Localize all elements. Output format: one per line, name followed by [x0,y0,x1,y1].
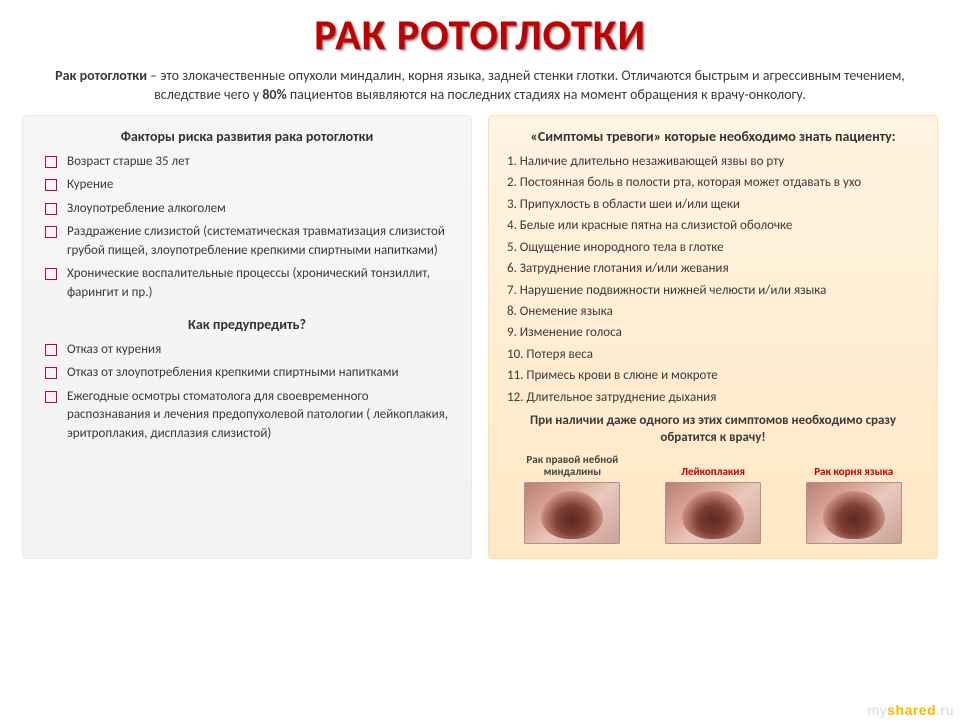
list-item: 3. Припухлость в области шеи и/или щеки [507,196,921,214]
list-item: 7. Нарушение подвижности нижней челюсти … [507,282,921,300]
list-item: Раздражение слизистой (систематическая т… [45,223,455,260]
thumbnail-caption: Рак корня языка [786,453,921,479]
watermark-part: .ru [936,702,954,718]
list-item: Возраст старше 35 лет [45,153,455,171]
intro-lead: Рак ротоглотки [55,67,147,84]
symptoms-heading: «Симптомы тревоги» которые необходимо зн… [505,128,921,145]
list-item: 8. Онемение языка [507,303,921,321]
panel-symptoms: «Симптомы тревоги» которые необходимо зн… [488,115,938,559]
list-item: Злоупотребление алкоголем [45,200,455,218]
symptoms-footnote: При наличии даже одного из этих симптомо… [509,413,917,447]
list-item: 4. Белые или красные пятна на слизистой … [507,217,921,235]
list-item: 9. Изменение голоса [507,324,921,342]
intro-paragraph: Рак ротоглотки – это злокачественные опу… [0,61,960,115]
thumbnail-icon [806,482,902,544]
watermark: myshared.ru [868,702,954,718]
list-item: Ежегодные осмотры стоматолога для своевр… [45,388,455,443]
thumbnail-box: Рак корня языка [786,453,921,544]
list-item: 5. Ощущение инородного тела в глотке [507,239,921,257]
list-item: Отказ от злоупотребления крепкими спиртн… [45,364,455,382]
list-item: Хронические воспалительные процессы (хро… [45,265,455,302]
thumbnail-caption: Рак правой небной миндалины [505,453,640,479]
thumbnail-icon [524,482,620,544]
symptoms-list: 1. Наличие длительно незаживающей язвы в… [505,153,921,407]
list-item: Отказ от курения [45,341,455,359]
watermark-part: shared [887,702,936,718]
list-item: 6. Затруднение глотания и/или жевания [507,260,921,278]
risk-factors-list: Возраст старше 35 лет Курение Злоупотреб… [39,153,455,302]
list-item: 12. Длительное затруднение дыхания [507,389,921,407]
intro-percent: 80% [262,86,286,103]
list-item: Курение [45,176,455,194]
thumbnail-box: Рак правой небной миндалины [505,453,640,544]
risk-factors-heading: Факторы риска развития рака ротоглотки [39,128,455,145]
prevention-heading: Как предупредить? [39,316,455,333]
list-item: 2. Постоянная боль в полости рта, котора… [507,174,921,192]
intro-body-2: пациентов выявляются на последних стадия… [287,86,806,103]
thumbnail-box: Лейкоплакия [646,453,781,544]
thumbnail-caption: Лейкоплакия [646,453,781,479]
list-item: 1. Наличие длительно незаживающей язвы в… [507,153,921,171]
page-title: РАК РОТОГЛОТКИ [0,0,960,61]
thumbnail-icon [665,482,761,544]
list-item: 10. Потеря веса [507,346,921,364]
prevention-list: Отказ от курения Отказ от злоупотреблени… [39,341,455,443]
list-item: 11. Примесь крови в слюне и мокроте [507,367,921,385]
two-column-layout: Факторы риска развития рака ротоглотки В… [0,115,960,559]
watermark-part: my [868,702,888,718]
panel-risk-factors: Факторы риска развития рака ротоглотки В… [22,115,472,559]
thumbnail-row: Рак правой небной миндалины Лейкоплакия … [505,453,921,544]
